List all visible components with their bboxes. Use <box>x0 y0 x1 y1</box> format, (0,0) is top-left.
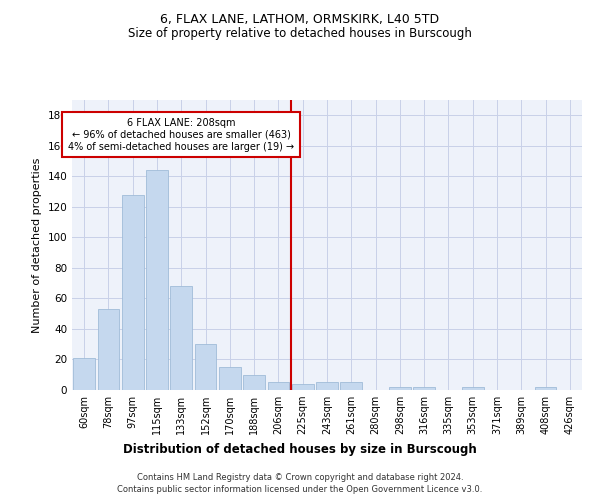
Bar <box>389 387 411 390</box>
Bar <box>170 286 192 390</box>
Bar <box>316 382 338 390</box>
Bar <box>268 382 289 390</box>
Text: Contains public sector information licensed under the Open Government Licence v3: Contains public sector information licen… <box>118 485 482 494</box>
Y-axis label: Number of detached properties: Number of detached properties <box>32 158 42 332</box>
Bar <box>146 170 168 390</box>
Text: 6, FLAX LANE, LATHOM, ORMSKIRK, L40 5TD: 6, FLAX LANE, LATHOM, ORMSKIRK, L40 5TD <box>160 12 440 26</box>
Bar <box>97 309 119 390</box>
Bar <box>462 387 484 390</box>
Bar <box>535 387 556 390</box>
Bar <box>413 387 435 390</box>
Bar <box>243 374 265 390</box>
Text: 6 FLAX LANE: 208sqm
← 96% of detached houses are smaller (463)
4% of semi-detach: 6 FLAX LANE: 208sqm ← 96% of detached ho… <box>68 118 295 152</box>
Bar <box>194 344 217 390</box>
Text: Distribution of detached houses by size in Burscough: Distribution of detached houses by size … <box>123 442 477 456</box>
Bar <box>122 194 143 390</box>
Text: Contains HM Land Registry data © Crown copyright and database right 2024.: Contains HM Land Registry data © Crown c… <box>137 472 463 482</box>
Bar <box>340 382 362 390</box>
Bar <box>219 367 241 390</box>
Bar <box>292 384 314 390</box>
Bar <box>73 358 95 390</box>
Text: Size of property relative to detached houses in Burscough: Size of property relative to detached ho… <box>128 28 472 40</box>
